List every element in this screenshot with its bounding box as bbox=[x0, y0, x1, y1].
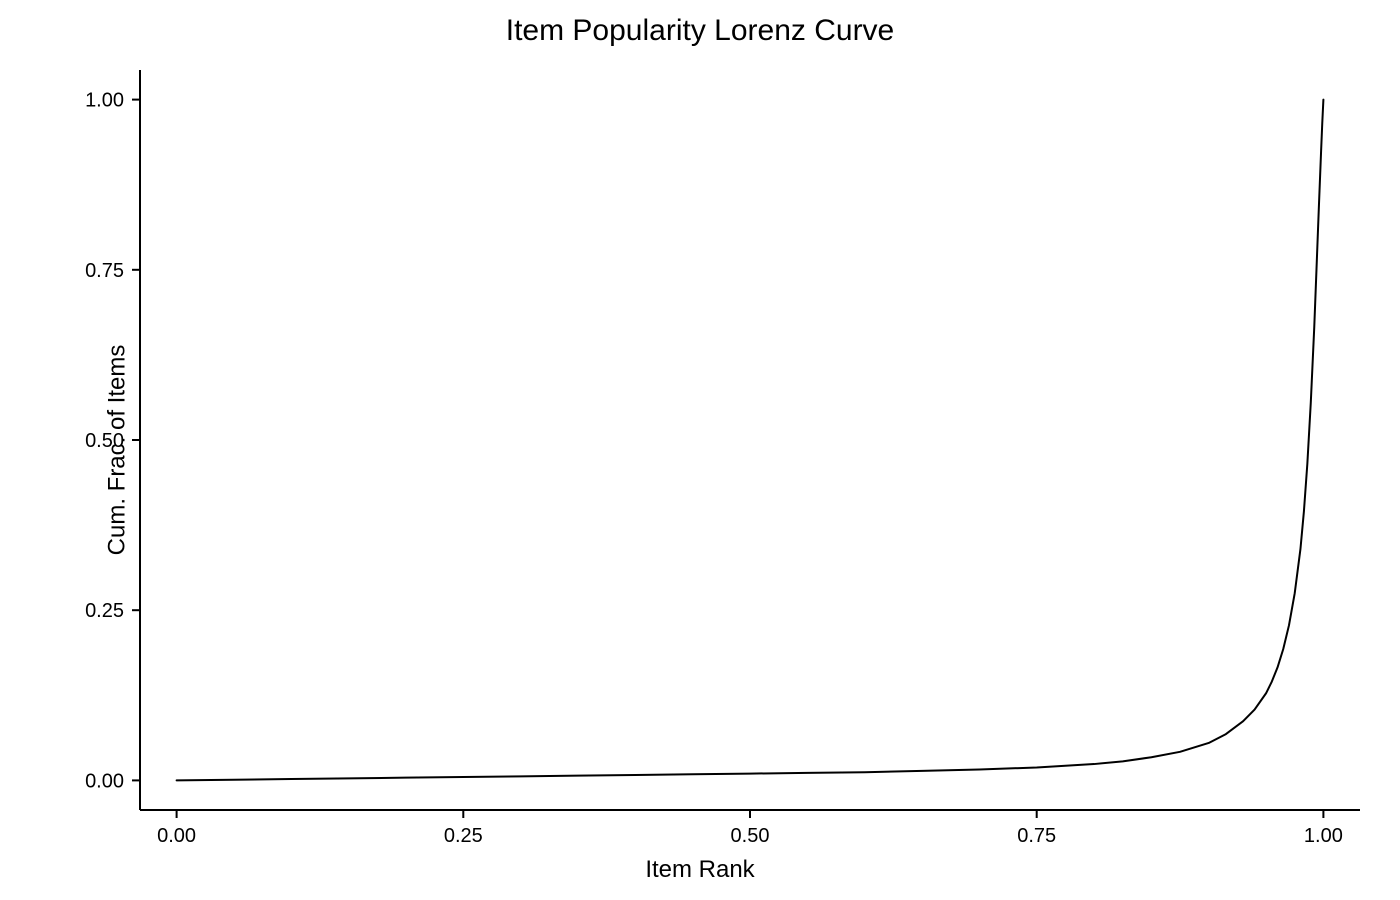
x-tick-label: 1.00 bbox=[1304, 825, 1343, 847]
y-tick-label: 0.50 bbox=[85, 430, 124, 452]
y-tick-label: 0.00 bbox=[85, 770, 124, 792]
x-tick-label: 0.00 bbox=[157, 825, 196, 847]
y-tick-label: 0.75 bbox=[85, 260, 124, 282]
y-tick-label: 0.25 bbox=[85, 600, 124, 622]
y-tick-label: 1.00 bbox=[85, 90, 124, 112]
plot-svg: 0.00 0.25 0.50 0.75 1.00 0.00 0.25 0.50 0.75 1.00 bbox=[0, 0, 1400, 900]
chart-container: Item Popularity Lorenz Curve Cum. Frac. … bbox=[0, 0, 1400, 900]
lorenz-curve-line bbox=[177, 100, 1324, 781]
x-tick-label: 0.50 bbox=[731, 825, 770, 847]
x-tick-label: 0.25 bbox=[444, 825, 483, 847]
x-tick-label: 0.75 bbox=[1017, 825, 1056, 847]
